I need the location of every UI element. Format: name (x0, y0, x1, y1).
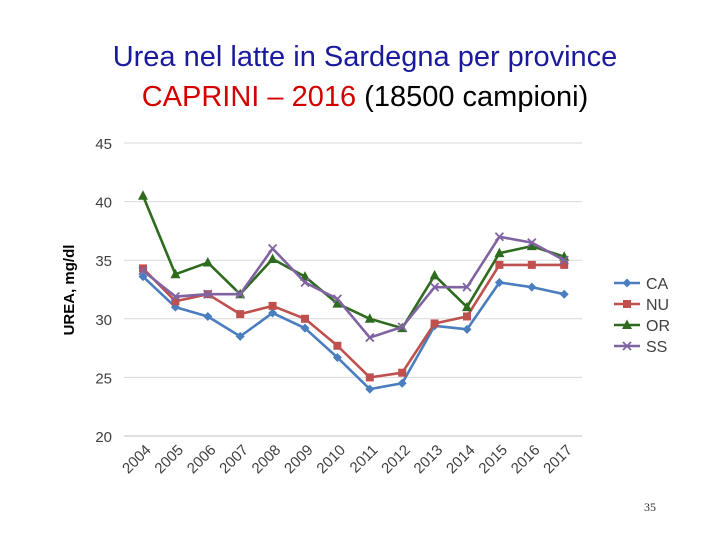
x-tick-label: 2011 (347, 442, 382, 477)
data-point-ss (462, 282, 472, 292)
legend-marker-or (622, 319, 632, 329)
x-tick-label: 2007 (216, 442, 252, 478)
data-point-or (429, 269, 440, 280)
data-point-or (267, 253, 278, 264)
data-point-nu (527, 260, 536, 269)
data-point-ss (235, 289, 245, 299)
data-point-ss (527, 237, 537, 248)
data-point-or (170, 268, 181, 279)
y-tick-label: 30 (95, 312, 112, 329)
data-point-ca (462, 324, 472, 334)
y-tick-label: 25 (95, 370, 112, 387)
data-point-nu (463, 312, 471, 321)
data-point-ca (203, 311, 213, 321)
data-point-or (332, 298, 343, 308)
data-point-ca (268, 308, 278, 318)
data-point-ca (300, 323, 310, 333)
y-tick-label: 45 (95, 136, 112, 153)
data-point-or (494, 247, 505, 258)
legend-item-ss: SS (614, 339, 667, 356)
page-number: 35 (644, 500, 656, 514)
x-tick-label: 2008 (249, 442, 285, 478)
legend-label-ss: SS (646, 339, 667, 356)
series-or (138, 190, 570, 333)
data-point-ca (138, 272, 148, 282)
y-axis-label: UREA, mg/dl (61, 245, 78, 336)
data-point-ca (332, 352, 342, 362)
data-point-ss (365, 332, 375, 343)
series-line-nu (142, 263, 565, 379)
chart-title-line2: CAPRINI – 2016 (18500 campioni) (0, 80, 720, 114)
x-tick-label: 2009 (281, 442, 317, 478)
chart-title-highlight: CAPRINI – 2016 (141, 81, 357, 113)
data-point-nu (495, 260, 504, 269)
gridlines (124, 142, 582, 437)
series-line-or (141, 195, 565, 330)
series-line-ss (142, 235, 565, 339)
legend-marker-ss (622, 341, 632, 351)
x-tick-label: 2014 (443, 442, 479, 478)
data-point-nu (398, 368, 407, 377)
data-point-ss (397, 322, 407, 332)
data-point-nu (139, 264, 147, 273)
data-point-nu (236, 310, 245, 319)
data-point-or (202, 257, 213, 267)
series-ss (138, 232, 569, 343)
y-tick-label: 20 (95, 429, 112, 446)
data-point-ss (170, 291, 181, 302)
data-point-ca (365, 384, 375, 394)
data-point-ca (397, 378, 407, 388)
series-nu (139, 260, 569, 382)
data-point-nu (430, 319, 439, 328)
data-point-or (526, 240, 537, 251)
legend-marker-ca (622, 278, 632, 288)
data-point-ca (235, 331, 245, 341)
x-tick-label: 2010 (313, 442, 349, 478)
data-point-ss (300, 277, 310, 288)
x-tick-label: 2012 (378, 442, 414, 478)
data-point-ss (203, 289, 213, 299)
y-tick-label: 35 (95, 253, 112, 270)
data-point-ss (267, 243, 278, 254)
x-tick-label: 2016 (508, 442, 544, 478)
data-point-ss (332, 294, 343, 304)
legend-label-nu: NU (646, 297, 669, 314)
data-point-or (138, 190, 148, 200)
legend-label-or: OR (646, 318, 670, 335)
legend-label-ca: CA (646, 276, 669, 293)
legend-item-or: OR (614, 318, 670, 335)
data-point-nu (365, 373, 374, 382)
data-point-ss (429, 282, 440, 292)
legend-item-ca: CA (614, 276, 669, 293)
chart-title-rest: (18500 campioni) (356, 81, 589, 113)
chart-title-line1: Urea nel latte in Sardegna per province (112, 41, 618, 73)
series-line-ca (142, 275, 565, 391)
data-point-ss (559, 255, 569, 265)
data-point-ca (559, 289, 569, 299)
data-point-nu (333, 341, 342, 350)
data-point-ss (138, 266, 148, 276)
data-point-or (462, 301, 472, 312)
data-point-ca (527, 282, 537, 292)
x-tick-label: 2004 (119, 442, 155, 478)
series-ca (138, 272, 569, 394)
x-tick-label: 2005 (151, 442, 187, 478)
data-point-ca (494, 277, 504, 287)
legend-item-nu: NU (614, 297, 669, 314)
legend-marker-nu (623, 300, 631, 308)
x-tick-label: 2017 (540, 442, 576, 478)
series-lines (138, 190, 570, 394)
x-tick-label: 2015 (475, 442, 511, 478)
data-point-nu (301, 314, 309, 323)
data-point-or (364, 313, 375, 323)
data-point-nu (268, 301, 277, 310)
x-tick-label: 2006 (184, 442, 220, 478)
data-point-nu (560, 260, 569, 269)
data-point-nu (171, 297, 180, 306)
data-point-ss (494, 232, 505, 242)
legend: CA NU OR SS (614, 276, 670, 356)
y-tick-label: 40 (95, 195, 112, 212)
x-tick-label: 2013 (411, 442, 447, 478)
